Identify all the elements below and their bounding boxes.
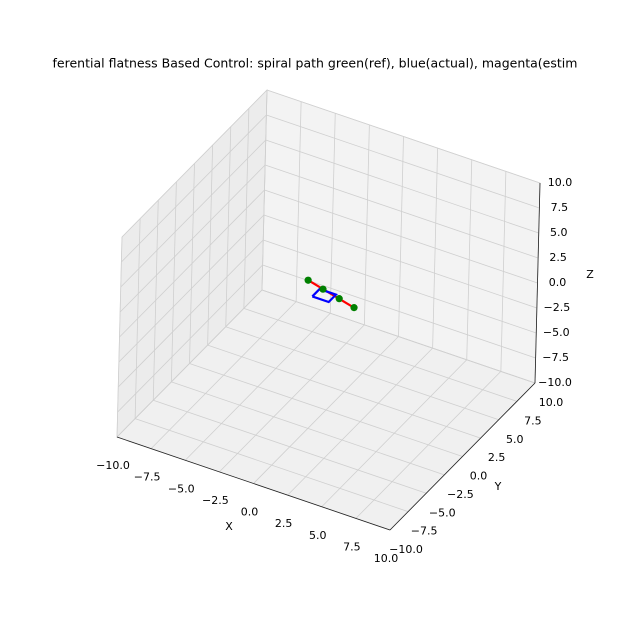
grid-line [153,399,427,494]
z-tick-label: 10.0 [548,176,573,189]
chart-title: ferential flatness Based Control: spiral… [53,56,578,71]
y-tick-label: 5.0 [506,433,524,446]
x-tick-label: 0.0 [241,506,259,519]
grid-line [189,363,463,457]
grid-line [171,381,445,476]
grid-line [121,114,267,263]
grid-line [261,289,536,384]
grid-line [207,344,481,439]
x-tick-label: 5.0 [309,529,327,542]
grid-line [119,164,266,313]
x-axis-line [116,436,391,531]
grid-line [120,139,267,288]
z-tick-label: −2.5 [544,301,571,314]
z-tick-label: 7.5 [551,201,569,214]
z-tick-label: −7.5 [542,351,569,364]
x-tick-label: −10.0 [96,459,130,472]
marker [319,285,327,293]
grid-line [118,214,265,363]
z-tick-label: −5.0 [543,326,570,339]
y-tick-label: 7.5 [524,414,542,427]
x-axis-label: X [225,520,233,533]
grid-line [264,164,539,259]
grid-line [225,326,499,421]
x-tick-label: −2.5 [202,494,229,507]
grid-line [117,239,264,388]
x-tick-label: 7.5 [343,540,361,553]
marker [350,304,358,312]
z-axis-label: Z [586,268,594,281]
series-line [311,287,338,304]
grid-line [265,139,539,234]
grid-line [121,89,268,238]
z-tick-label: 5.0 [550,226,568,239]
x-tick-label: 10.0 [374,552,399,565]
y-tick-label: −7.5 [411,525,438,538]
z-tick-label: 0.0 [549,276,567,289]
y-tick-label: −2.5 [447,488,474,501]
y-tick-label: 0.0 [470,470,488,483]
x-tick-label: 2.5 [275,517,293,530]
z-axis-line [534,182,541,384]
y-tick-label: 10.0 [539,396,564,409]
grid-line [116,289,263,438]
x-tick-label: −5.0 [168,482,195,495]
marker [335,295,343,303]
y-tick-label: −5.0 [429,506,456,519]
grid-line [266,114,540,209]
grid-line [266,89,541,184]
x-tick-label: −7.5 [134,471,161,484]
grid-line [264,189,538,284]
z-tick-label: 2.5 [549,251,567,264]
y-axis-label: Y [494,480,502,493]
y-tick-label: 2.5 [488,451,506,464]
grid-line [117,264,263,413]
grid-line [243,307,518,402]
grid-line [119,189,265,338]
grid-line [263,214,538,309]
marker [304,276,312,284]
grid-line [134,418,409,513]
z-tick-label: −10.0 [538,376,572,389]
grid-line [263,239,537,334]
y-axis-line [389,382,536,531]
y-tick-label: −10.0 [389,543,423,556]
